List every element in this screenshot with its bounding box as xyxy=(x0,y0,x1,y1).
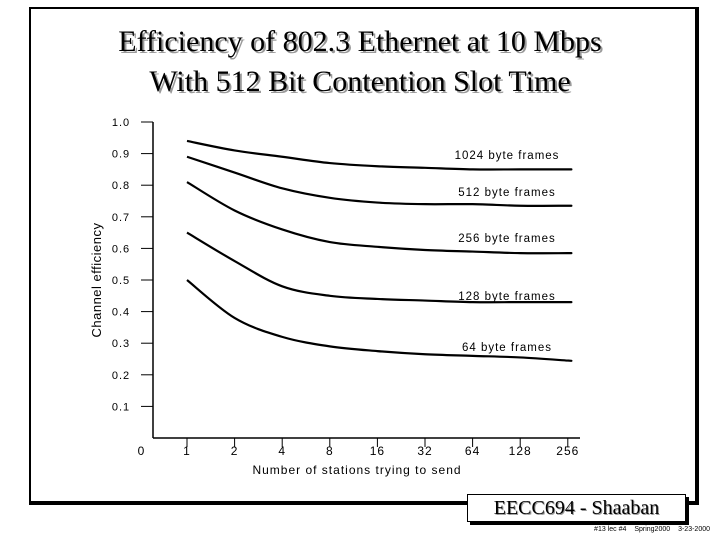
footer-date: 3-23-2000 xyxy=(678,526,710,533)
series-label: 64 byte frames xyxy=(462,342,552,354)
x-tick-label: 16 xyxy=(370,444,385,458)
x-tick-label: 1 xyxy=(183,444,191,458)
series-line xyxy=(186,231,573,304)
series-label: 128 byte frames xyxy=(458,291,555,303)
y-tick-label: 1.0 xyxy=(112,117,130,129)
y-tick-label: 0.7 xyxy=(112,212,130,224)
series-curves xyxy=(186,139,573,362)
series-line xyxy=(186,181,573,255)
x-tick-label: 256 xyxy=(556,444,579,458)
y-tick-label: 0.5 xyxy=(112,275,130,287)
slide-title: Efficiency of 802.3 Ethernet at 10 Mbps … xyxy=(0,22,720,102)
x-axis-ticks: 1 2 4 8 16 32 64 128 256 xyxy=(183,438,579,458)
slide-footer: #13 lec #4 Spring2000 3-23-2000 xyxy=(560,526,710,533)
y-tick-label: 0.6 xyxy=(112,243,130,255)
x-tick-label: 4 xyxy=(278,444,286,458)
origin-label: 0 xyxy=(138,444,145,458)
slide-frame xyxy=(29,7,699,505)
x-tick-label: 64 xyxy=(465,444,480,458)
series-labels: 1024 byte frames 512 byte frames 256 byte … xyxy=(455,150,560,354)
series-line xyxy=(186,155,573,207)
y-axis-label: Channel efficiency xyxy=(89,223,104,338)
y-tick-label: 0.4 xyxy=(112,307,130,319)
x-axis-label: Number of stations trying to send xyxy=(252,463,461,477)
x-tick-label: 128 xyxy=(509,444,532,458)
y-tick-label: 0.9 xyxy=(112,149,130,161)
y-tick-label: 0.8 xyxy=(112,180,130,192)
title-line-1: Efficiency of 802.3 Ethernet at 10 Mbps xyxy=(118,25,602,58)
x-tick-label: 32 xyxy=(417,444,432,458)
footer-lecture: #13 lec #4 xyxy=(594,526,627,533)
x-tick-label: 8 xyxy=(326,444,334,458)
x-tick-label: 2 xyxy=(231,444,239,458)
course-badge: EECC694 - Shaaban xyxy=(467,494,686,522)
series-line xyxy=(186,279,573,362)
y-tick-label: 0.3 xyxy=(112,338,130,350)
title-line-2: With 512 Bit Contention Slot Time xyxy=(149,65,571,98)
y-tick-label: 0.1 xyxy=(112,401,130,413)
series-label: 1024 byte frames xyxy=(455,150,560,162)
footer-term: Spring2000 xyxy=(634,526,671,533)
series-label: 512 byte frames xyxy=(458,187,555,199)
y-tick-label: 0.2 xyxy=(112,370,130,382)
series-line xyxy=(186,139,573,171)
y-axis-ticks: 1.0 0.9 0.8 0.7 0.6 0.5 0.4 0.3 0.2 0.1 0 xyxy=(112,117,153,458)
series-label: 256 byte frames xyxy=(458,233,555,245)
